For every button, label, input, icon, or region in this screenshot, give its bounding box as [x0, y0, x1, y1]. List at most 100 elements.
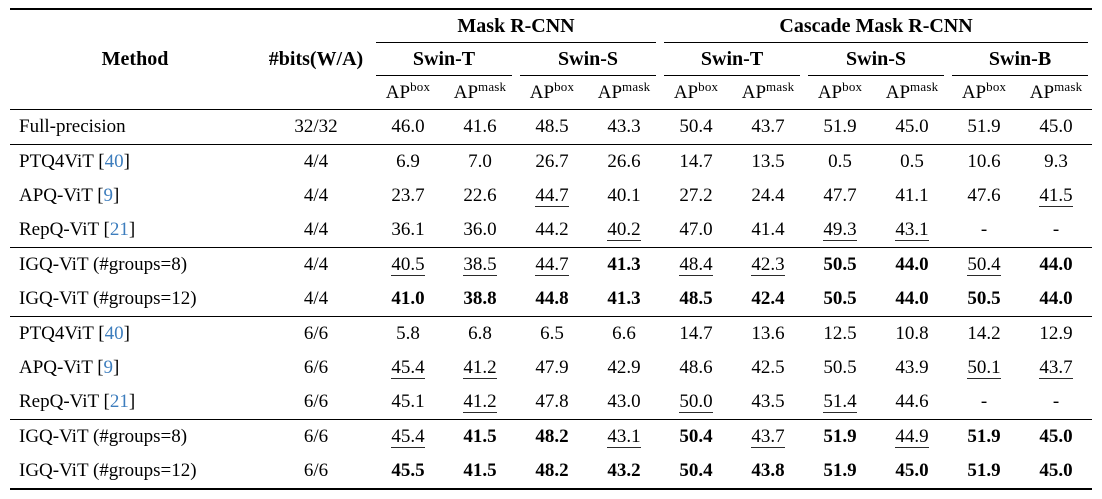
ap-mask-header: APmask — [588, 76, 661, 110]
ap-value-cell: 48.2 — [535, 426, 569, 447]
ap-value-cell: 45.4 — [391, 425, 425, 449]
ap-value-cell: 44.6 — [876, 385, 949, 420]
ap-value-cell: 43.9 — [895, 357, 929, 378]
ap-value-cell: 44.2 — [516, 213, 588, 248]
method-cell: RepQ-ViT [21] — [10, 213, 260, 248]
ap-value-cell: 51.9 — [967, 426, 1001, 447]
ap-box-header: APbox — [516, 76, 588, 110]
ap-value-cell: 44.0 — [1039, 254, 1073, 275]
ap-value-cell: 41.2 — [444, 385, 516, 420]
ap-value-cell: 43.3 — [588, 109, 661, 145]
method-cell: PTQ4ViT [40] — [19, 151, 130, 172]
ap-base-label: AP — [1029, 81, 1055, 103]
ap-value-cell: 43.7 — [751, 425, 785, 449]
ap-value-cell: 0.5 — [828, 151, 852, 172]
ap-value-cell: 48.4 — [679, 253, 713, 277]
ap-value-cell: - — [1020, 213, 1093, 248]
table-row: PTQ4ViT [40] 4/4 6.9 7.0 26.7 26.6 14.7 13.5 0.5… — [10, 145, 1092, 180]
ap-value-cell: 44.7 — [535, 253, 569, 277]
ap-value-cell: 44.0 — [876, 282, 949, 317]
ap-mask-header: APmask — [876, 76, 949, 110]
citation-link[interactable]: 21 — [109, 219, 129, 240]
citation-link[interactable]: 40 — [104, 151, 124, 172]
ap-base-label: AP — [385, 81, 411, 103]
ap-value-cell: 45.0 — [876, 109, 949, 145]
ap-value-cell: 44.8 — [516, 282, 588, 317]
ap-base-label: AP — [673, 81, 699, 103]
backbone-header-swin-t-0: Swin-T — [372, 43, 516, 77]
ap-value-cell: 12.9 — [1039, 323, 1073, 344]
ap-value-cell: 51.9 — [948, 109, 1021, 145]
citation-link[interactable]: 9 — [103, 357, 114, 378]
ap-value-cell: 41.4 — [732, 213, 805, 248]
method-cell: RepQ-ViT [21] — [10, 385, 260, 420]
ap-value-cell: 46.0 — [372, 109, 444, 145]
ap-value-cell: 50.5 — [948, 282, 1021, 317]
ap-value-cell: 41.3 — [607, 254, 641, 275]
ap-value-cell: 9.3 — [1044, 151, 1068, 172]
table-row: IGQ-ViT (#groups=8) 4/4 40.5 38.5 44.7 41.3 48… — [10, 248, 1092, 283]
ap-value-cell: 51.9 — [823, 460, 857, 481]
ap-value-cell: 44.0 — [895, 254, 929, 275]
bits-cell: 6/6 — [303, 357, 329, 378]
ap-value-cell: 36.1 — [372, 213, 444, 248]
ap-value-cell: 43.0 — [588, 385, 661, 420]
ap-value-cell: 45.0 — [1039, 460, 1073, 481]
group-header-cascade-mask-rcnn: Cascade Mask R-CNN — [660, 9, 1092, 43]
ap-mask-header: APmask — [732, 76, 805, 110]
ap-value-cell: 50.1 — [967, 356, 1001, 380]
ap-box-header: APbox — [948, 76, 1021, 110]
ap-value-cell: 43.1 — [876, 213, 949, 248]
ap-value-cell: 41.6 — [444, 109, 516, 145]
ap-value-cell: 50.4 — [967, 253, 1001, 277]
group-header-mask-rcnn: Mask R-CNN — [372, 9, 660, 43]
table-row: IGQ-ViT (#groups=12) 6/6 45.5 41.5 48.2 43.2 5… — [10, 454, 1092, 489]
ap-value-cell: 6.9 — [396, 151, 420, 172]
method-cell: APQ-ViT [9] — [19, 357, 120, 378]
method-cell: APQ-ViT [9] — [19, 185, 120, 206]
ap-value-cell: 45.0 — [1020, 109, 1093, 145]
ap-value-cell: 24.4 — [751, 185, 785, 206]
citation-link[interactable]: 40 — [104, 323, 124, 344]
ap-superscript-label: box — [698, 78, 719, 94]
ap-value-cell: 10.6 — [967, 151, 1001, 172]
ap-value-cell: 50.0 — [660, 385, 733, 420]
method-column-header: Method — [10, 9, 260, 110]
ap-mask-header: APmask — [1020, 76, 1093, 110]
ap-value-cell: 43.5 — [732, 385, 805, 420]
ap-value-cell: 40.5 — [391, 253, 425, 277]
ap-value-cell: 44.7 — [535, 184, 569, 208]
ap-value-cell: 36.0 — [444, 213, 516, 248]
ap-value-cell: 41.1 — [895, 185, 929, 206]
ap-value-cell: 43.2 — [607, 460, 641, 481]
ap-value-cell: 47.7 — [823, 185, 857, 206]
bits-cell: 6/6 — [303, 323, 329, 344]
ap-value-cell: 10.8 — [895, 323, 929, 344]
ap-value-cell: 45.1 — [372, 385, 444, 420]
ap-value-cell: 43.7 — [1039, 356, 1073, 380]
ap-value-cell: 23.7 — [391, 185, 425, 206]
ap-value-cell: 26.7 — [535, 151, 569, 172]
ap-value-cell: 43.7 — [732, 109, 805, 145]
ap-value-cell: 43.8 — [751, 460, 785, 481]
method-cell: IGQ-ViT (#groups=12) — [10, 282, 260, 317]
ap-value-cell: 44.9 — [895, 425, 929, 449]
method-cell: IGQ-ViT (#groups=8) — [19, 254, 188, 275]
ap-value-cell: 44.0 — [1020, 282, 1093, 317]
ap-value-cell: 38.8 — [444, 282, 516, 317]
table-row: RepQ-ViT [21] 4/4 36.1 36.0 44.2 40.2 47.0 41.4… — [10, 213, 1093, 248]
ap-value-cell: 48.5 — [660, 282, 733, 317]
ap-superscript-label: mask — [622, 78, 651, 94]
method-cell: PTQ4ViT [40] — [19, 323, 130, 344]
ap-superscript-label: box — [554, 78, 575, 94]
table-row: APQ-ViT [9] 4/4 23.7 22.6 44.7 40.1 27.2 24.4 47… — [10, 179, 1092, 213]
ap-value-cell: 41.0 — [372, 282, 444, 317]
ap-value-cell: 47.6 — [967, 185, 1001, 206]
ap-superscript-label: box — [410, 78, 431, 94]
table-header: Method #bits(W/A) Mask R-CNN Cascade Mas… — [10, 9, 1093, 110]
ap-superscript-label: mask — [478, 78, 507, 94]
ap-value-cell: 14.7 — [679, 323, 713, 344]
table-row: APQ-ViT [9] 6/6 45.4 41.2 47.9 42.9 48.6 42.5 50… — [10, 351, 1092, 385]
citation-link[interactable]: 21 — [109, 391, 129, 412]
citation-link[interactable]: 9 — [103, 185, 114, 206]
